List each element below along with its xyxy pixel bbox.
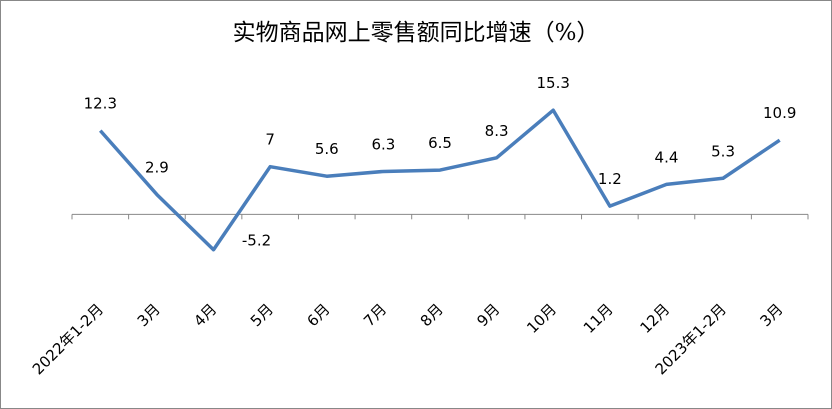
data-label: 6.5: [428, 134, 452, 152]
data-label: 5.3: [711, 142, 735, 160]
data-label: 12.3: [84, 95, 117, 113]
data-label: 4.4: [655, 148, 679, 166]
data-label: 1.2: [598, 170, 622, 188]
line-series: [98, 108, 781, 252]
data-label: 5.6: [315, 140, 339, 158]
chart-title: 实物商品网上零售额同比增速（%）: [233, 20, 600, 46]
data-label: 7: [265, 131, 275, 149]
data-label: -5.2: [242, 232, 271, 250]
data-label: 8.3: [485, 122, 509, 140]
data-label: 10.9: [763, 104, 796, 122]
data-label: 6.3: [371, 135, 395, 153]
data-label: 2.9: [145, 159, 169, 177]
data-label: 15.3: [537, 74, 570, 92]
